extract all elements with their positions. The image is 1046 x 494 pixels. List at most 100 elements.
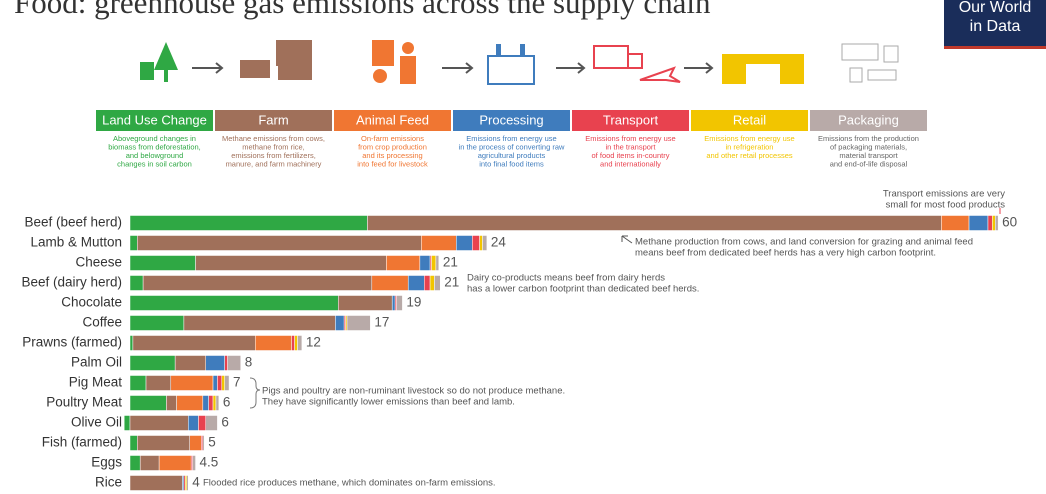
stage-label: Land Use Change <box>102 112 207 127</box>
stage-description: and belowground <box>126 151 184 160</box>
category-label: Chocolate <box>61 295 122 310</box>
bar-segment <box>129 335 134 351</box>
category-label: Rice <box>95 475 122 490</box>
bar-segment <box>188 415 199 431</box>
bar-segment <box>212 395 217 411</box>
category-label: Beef (beef herd) <box>24 215 122 230</box>
stage-description: material transport <box>839 151 898 160</box>
bar-segment <box>198 415 206 431</box>
bar-segment <box>129 435 138 451</box>
bar-segment <box>297 335 303 351</box>
logo-text: in Data <box>970 18 1021 35</box>
bar-segment <box>129 395 167 411</box>
total-label: 6 <box>221 415 229 430</box>
bar-segment <box>391 295 396 311</box>
stage-description: of food items in-country <box>592 151 670 160</box>
bar-segment <box>429 275 435 291</box>
stage-description: into final food items <box>479 159 544 168</box>
bar-segment <box>129 455 141 471</box>
bar-segment <box>335 315 345 331</box>
stage-label: Animal Feed <box>356 112 429 127</box>
bar-segment <box>208 395 214 411</box>
bar-segment <box>129 375 147 391</box>
bar-segment <box>129 475 183 491</box>
bar-segment <box>137 235 422 251</box>
stage-description: changes in soil carbon <box>117 159 192 168</box>
bar-segment <box>129 275 144 291</box>
bar-segment <box>132 335 256 351</box>
annotation: Transport emissions are very <box>883 189 1005 200</box>
bar-segment <box>479 235 483 251</box>
logo-stripe <box>944 46 1046 49</box>
bar-segment <box>435 255 440 271</box>
stage-description: Methane emissions from cows, <box>222 134 325 143</box>
bar-segment <box>217 375 223 391</box>
bar-segment <box>995 215 999 231</box>
bar-segment <box>195 255 387 271</box>
bar-segment <box>291 335 295 351</box>
bar-segment <box>137 435 190 451</box>
stage-description: and other retail processes <box>706 151 793 160</box>
stage-description: and end-of-life disposal <box>830 159 908 168</box>
stage-description: of packaging materials, <box>830 142 907 151</box>
total-label: 60 <box>1002 215 1017 230</box>
logo-box <box>944 0 1046 48</box>
category-label: Lamb & Mutton <box>30 235 122 250</box>
annotation: small for most food products <box>886 200 1006 211</box>
stage-box <box>96 110 213 131</box>
bar-segment <box>367 215 942 231</box>
bar-segment <box>170 375 214 391</box>
bar-segment <box>174 355 206 371</box>
category-label: Beef (dairy herd) <box>21 275 122 290</box>
annotation-brace <box>249 377 261 409</box>
category-label: Eggs <box>91 455 122 470</box>
stage-label: Packaging <box>838 112 899 127</box>
bar-segment <box>338 295 393 311</box>
total-label: 21 <box>443 255 458 270</box>
total-label: 12 <box>306 335 321 350</box>
category-label: Coffee <box>82 315 122 330</box>
bar-segment <box>192 455 196 471</box>
bar-segment <box>205 355 225 371</box>
bar-segment <box>129 355 176 371</box>
category-label: Palm Oil <box>71 355 122 370</box>
stage-description: in the process of converting raw <box>459 142 565 151</box>
stage-description: Emissions from the production <box>818 134 919 143</box>
category-label: Prawns (farmed) <box>22 335 122 350</box>
stage-box <box>810 110 927 131</box>
stage-box <box>215 110 332 131</box>
stage-description: On-farm emissions <box>361 134 424 143</box>
annotation: They have significantly lower emissions … <box>262 397 515 408</box>
icons <box>140 40 899 85</box>
stage-description: Emissions from energy use <box>704 134 794 143</box>
stage-box <box>572 110 689 131</box>
annotation: Methane production from cows, and land c… <box>635 237 973 248</box>
total-label: 24 <box>491 235 507 250</box>
bar-segment <box>129 415 189 431</box>
bar-segment <box>421 235 457 251</box>
logo-text: Our World <box>959 0 1032 16</box>
annotation: has a lower carbon footprint than dedica… <box>467 284 699 295</box>
bar-segment <box>472 235 480 251</box>
total-label: 17 <box>374 315 389 330</box>
bar-segment <box>129 255 196 271</box>
category-label: Olive Oil <box>71 415 122 430</box>
bar-segment <box>255 335 292 351</box>
bar-segment <box>987 215 993 231</box>
stage-label: Processing <box>479 112 543 127</box>
bar-segment <box>386 255 421 271</box>
stage-box <box>691 110 808 131</box>
annotation: means beef from dedicated beef herds has… <box>635 248 936 259</box>
stage-description: Emissions from energy use <box>466 134 556 143</box>
stage-description: Emissions from energy use <box>585 134 675 143</box>
bar-segment <box>431 255 437 271</box>
stage-description: in the transport <box>605 142 656 151</box>
bar-segment <box>456 235 473 251</box>
bar-segment <box>166 395 177 411</box>
bar-segment <box>145 375 172 391</box>
stage-description: and internationally <box>600 159 661 168</box>
bar-segment <box>371 275 409 291</box>
bar-segment <box>129 215 368 231</box>
stage-description: in refrigeration <box>726 142 774 151</box>
bar-segment <box>419 255 431 271</box>
